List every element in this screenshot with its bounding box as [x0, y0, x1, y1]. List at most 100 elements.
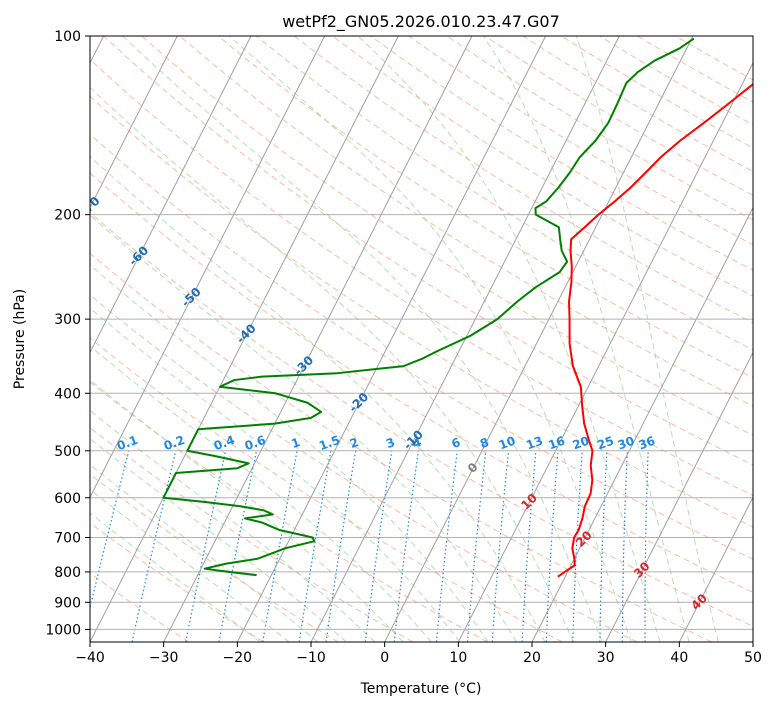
- y-tick-label: 800: [54, 565, 81, 581]
- moist-adiabat-line: [90, 345, 432, 642]
- mixing-ratio-line: [545, 450, 559, 642]
- dry-adiabat-line: [332, 36, 753, 297]
- x-axis-ticks: −40 −30 −20 −10 0 10 20 30 40 50: [75, 642, 762, 666]
- dry-adiabat-line: [90, 426, 414, 642]
- mixing-ratio-label: 1.5: [317, 433, 342, 453]
- moist-adiabats: [90, 36, 719, 642]
- isotherm-label: 30: [631, 559, 653, 581]
- dry-adiabat-line: [141, 36, 753, 436]
- mixing-ratio-line: [521, 450, 537, 642]
- mixing-ratio-label: 0.6: [243, 433, 268, 453]
- y-tick-label: 400: [54, 386, 81, 402]
- moist-adiabat-line: [575, 36, 719, 642]
- mixing-ratio-label: 0.4: [212, 433, 237, 453]
- isotherm-line: [752, 640, 753, 642]
- dry-adiabat-line: [90, 95, 753, 528]
- dry-adiabat-line: [522, 36, 753, 173]
- moist-adiabat-line: [90, 512, 261, 642]
- moist-adiabat-line: [90, 86, 575, 642]
- dry-adiabat-line: [90, 172, 753, 593]
- isotherm-label: -40: [234, 321, 259, 346]
- isotherm-line: [605, 351, 753, 642]
- mixing-ratio-line: [218, 450, 258, 642]
- mixing-ratio-line: [364, 450, 393, 642]
- isotherm-label: -80: [23, 155, 48, 180]
- isotherm-line: [163, 36, 473, 642]
- isotherm-line: [384, 36, 694, 642]
- chart-title: wetPf2_GN05.2026.010.23.47.G07: [282, 12, 560, 32]
- dry-adiabat-line: [293, 36, 753, 324]
- plot-frame: [89, 35, 754, 643]
- dry-adiabat-line: [217, 36, 753, 379]
- mixing-ratio-line: [393, 450, 420, 642]
- mixing-ratio-label: 10: [497, 434, 517, 453]
- mixing-ratio-label: 25: [595, 434, 615, 453]
- mixing-ratio-line: [491, 450, 510, 642]
- mixing-ratio-line: [599, 450, 608, 642]
- dry-adiabat-line: [484, 36, 753, 196]
- moist-adiabat-line: [482, 36, 690, 642]
- moist-adiabat-line: [90, 307, 461, 642]
- sounding-series: [162, 37, 753, 578]
- isotherm-line: [531, 206, 753, 642]
- mixing-ratio-label: 0.1: [115, 433, 140, 453]
- y-tick-label: 1000: [45, 622, 81, 638]
- mixing-ratio-lines: [90, 450, 649, 642]
- mixing-ratio-label: 3: [384, 435, 397, 451]
- y-tick-label: 700: [54, 531, 81, 547]
- dry-adiabat-line: [255, 36, 753, 351]
- y-axis-label: Pressure (hPa): [12, 289, 28, 389]
- moist-adiabat-line: [357, 36, 661, 642]
- x-tick-label: −20: [223, 650, 253, 666]
- x-tick-label: 0: [380, 650, 389, 666]
- isotherm-label: -90: [0, 100, 3, 125]
- mixing-ratio-label: 20: [571, 434, 591, 453]
- dry-adiabat-line: [90, 133, 753, 560]
- y-tick-label: 100: [54, 29, 81, 45]
- plot-area: 0.10.20.40.611.52346810131620253036-100-…: [0, 36, 753, 642]
- isotherm-line: [236, 36, 547, 642]
- dry-adiabat-line: [90, 522, 264, 642]
- dry-adiabat-line: [90, 252, 712, 642]
- dry-adiabats: [90, 36, 753, 642]
- mixing-ratio-label: 13: [524, 434, 544, 453]
- mixing-ratio-label: 2: [348, 435, 361, 451]
- x-tick-label: −10: [296, 650, 326, 666]
- moist-adiabat-line: [90, 214, 517, 642]
- moist-adiabat-line: [90, 379, 404, 642]
- moist-adiabat-line: [90, 264, 489, 642]
- mixing-ratio-line: [644, 450, 649, 642]
- y-tick-label: 300: [54, 312, 81, 328]
- x-tick-label: 40: [670, 650, 688, 666]
- dry-adiabat-line: [637, 36, 753, 103]
- mixing-ratio-label: 30: [616, 434, 636, 453]
- dry-adiabat-line: [90, 572, 190, 642]
- y-tick-label: 900: [54, 595, 81, 611]
- mixing-ratio-label: 16: [546, 434, 566, 453]
- moist-adiabat-line: [122, 36, 603, 642]
- dry-adiabat-line: [599, 36, 753, 126]
- isotherm-label: 40: [688, 591, 710, 613]
- y-tick-label: 600: [54, 491, 81, 507]
- isotherm-label: -10: [401, 427, 426, 452]
- isotherm-line: [90, 36, 326, 499]
- mixing-ratio-label: 36: [637, 434, 657, 453]
- mixing-ratio-label: 0.2: [162, 433, 187, 453]
- moist-adiabat-line: [90, 409, 376, 642]
- y-tick-label: 500: [54, 444, 81, 460]
- moist-adiabat-line: [90, 438, 347, 642]
- isotherm-label: 20: [573, 528, 595, 550]
- moist-adiabat-line: [228, 36, 632, 642]
- isotherm-line: [90, 36, 399, 642]
- dry-adiabat-line: [90, 337, 563, 642]
- x-tick-label: −40: [75, 650, 105, 666]
- dry-adiabat-line: [90, 294, 638, 642]
- isotherm-line: [678, 496, 753, 642]
- mixing-ratio-line: [131, 450, 177, 642]
- x-tick-label: 20: [523, 650, 541, 666]
- x-axis-label: Temperature (°C): [360, 681, 482, 697]
- mixing-ratio-line: [90, 450, 130, 611]
- x-tick-label: −30: [149, 650, 179, 666]
- mixing-ratio-line: [325, 450, 357, 642]
